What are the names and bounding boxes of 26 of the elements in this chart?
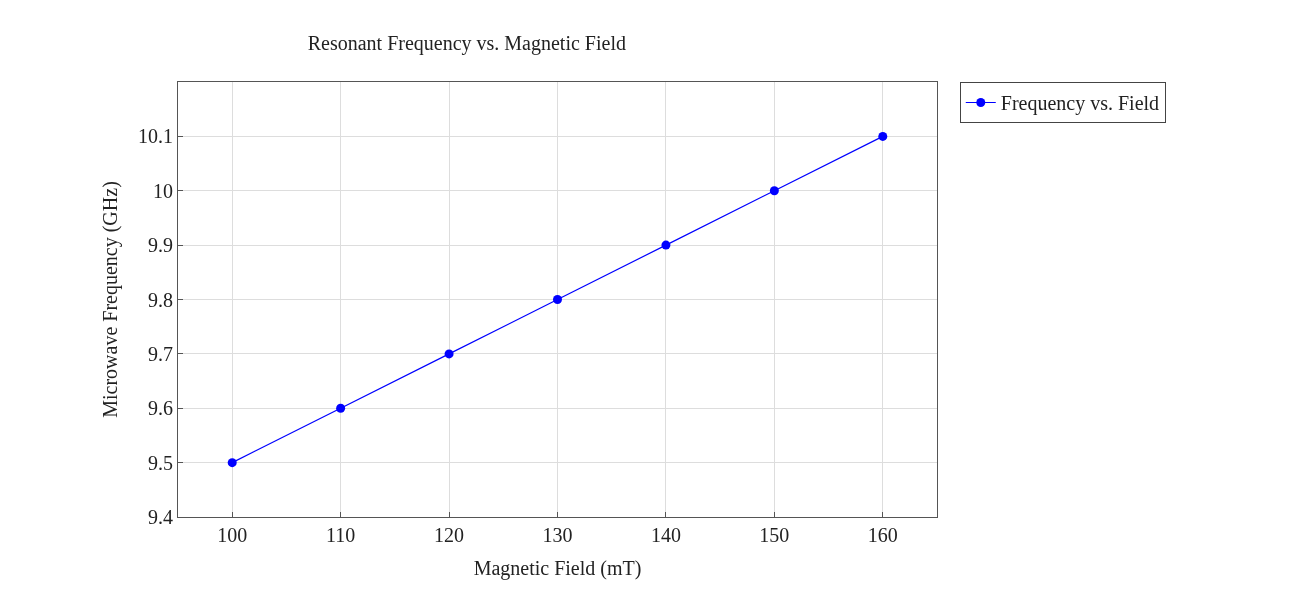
legend-label: Frequency vs. Field: [1000, 92, 1160, 116]
point: [661, 240, 671, 250]
x-tick-label: 100: [217, 524, 248, 546]
chart-title: Resonant Frequency vs. Magnetic Field: [307, 31, 626, 55]
y-tick-label: 9.9: [148, 234, 173, 257]
y-tick-label: 10.1: [138, 125, 173, 148]
x-tick-label: 120: [434, 524, 465, 546]
x-axis-title: Magnetic Field (mT): [473, 556, 642, 580]
y-tick-label: 9.8: [148, 288, 173, 311]
y-tick-label: 9.5: [148, 451, 173, 474]
point: [878, 131, 888, 141]
y-tick-label: 10: [153, 179, 173, 202]
x-tick-label: 150: [759, 524, 790, 546]
point: [336, 403, 346, 413]
point: [227, 458, 237, 468]
x-tick-label: 110: [326, 524, 356, 546]
point: [553, 295, 562, 304]
y-tick-label: 9.4: [148, 506, 173, 528]
y-tick-label: 9.6: [148, 397, 173, 420]
x-tick-label: 160: [867, 524, 898, 546]
y-axis-title: Microwave Frequency (GHz): [98, 181, 122, 418]
x-tick-label: 130: [542, 524, 573, 546]
x-tick-label: 140: [650, 524, 681, 546]
y-tick-label: 9.7: [148, 342, 173, 365]
point: [444, 349, 454, 359]
point: [769, 186, 779, 196]
